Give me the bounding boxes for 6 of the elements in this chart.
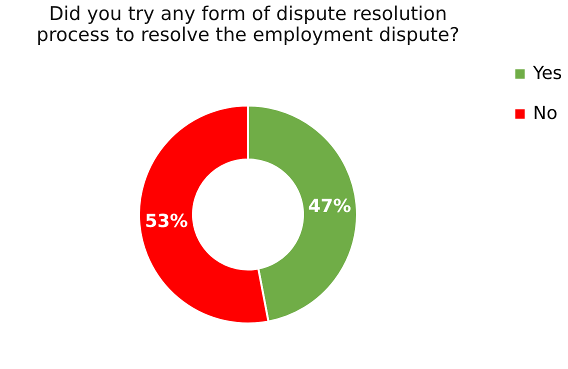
legend-label: No — [533, 103, 558, 124]
text: Did you try any form of dispute resolution — [48, 3, 448, 25]
data-label: 47% — [308, 196, 352, 217]
legend-label: Yes — [532, 63, 562, 84]
data-label: 53% — [144, 211, 188, 232]
text: process to resolve the employment dispute? — [36, 24, 460, 46]
